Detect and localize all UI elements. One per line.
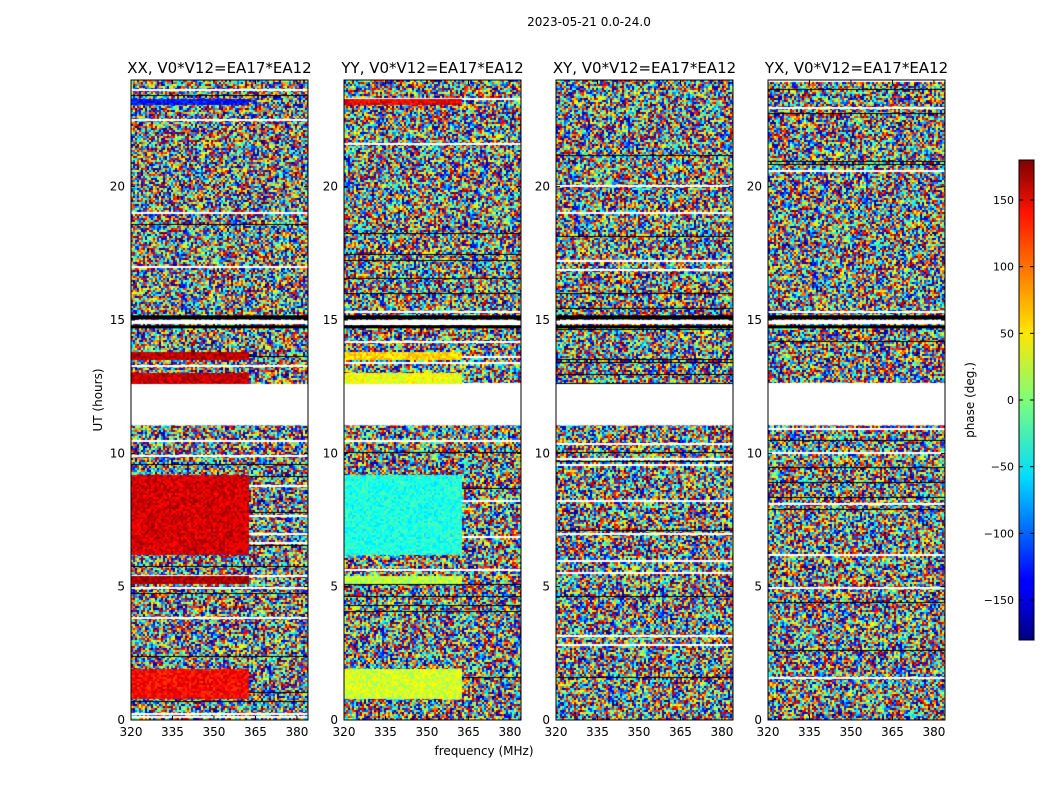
x-tick-label: 365 <box>457 725 480 739</box>
colorbar-tick-label: −100 <box>984 527 1014 540</box>
y-tick-label: 10 <box>747 446 762 460</box>
x-tick-label: 350 <box>203 725 226 739</box>
x-tick-label: 320 <box>333 725 356 739</box>
panel-title: XX, V0*V12=EA17*EA12 <box>127 59 311 77</box>
panel-frame <box>343 79 522 721</box>
y-tick-label: 15 <box>747 313 762 327</box>
x-axis-label: frequency (MHz) <box>434 744 533 758</box>
colorbar-ticks: −150 −100 −50 0 50 100 150 <box>984 194 1034 607</box>
y-tick-label: 0 <box>117 713 125 727</box>
colorbar-tick-label: 0 <box>1007 394 1014 407</box>
flag-edge-bar <box>768 315 945 320</box>
x-tick-label: 320 <box>545 725 568 739</box>
x-tick-label: 320 <box>120 725 143 739</box>
x-tick-label: 335 <box>374 725 397 739</box>
colorbar-tick-label: 150 <box>993 194 1014 207</box>
y-tick-label: 20 <box>323 180 338 194</box>
x-tick-label: 350 <box>840 725 863 739</box>
x-tick-label: 365 <box>244 725 267 739</box>
panel-heatmap-image <box>556 80 733 720</box>
figure-title: 2023-05-21 0.0-24.0 <box>527 15 651 29</box>
x-tick-label: 335 <box>586 725 609 739</box>
x-tick-label: 380 <box>285 725 308 739</box>
colorbar-tick-label: 50 <box>1000 327 1014 340</box>
panel-yy: YY, V0*V12=EA17*EA12 320 335 350 365 380 0 5 10 1… <box>323 59 524 739</box>
panel-xy: XY, V0*V12=EA17*EA12 320 335 350 365 380 0 5 10 1… <box>535 59 736 739</box>
flag-edge-bar <box>556 315 733 320</box>
y-tick-label: 10 <box>110 446 125 460</box>
colorbar-tick-label: −50 <box>991 461 1014 474</box>
panel-title: YY, V0*V12=EA17*EA12 <box>340 59 523 77</box>
panel-yx: YX, V0*V12=EA17*EA12 320 335 350 365 380 0 5 10 1… <box>747 59 948 739</box>
y-tick-label: 0 <box>542 713 550 727</box>
panel-heatmap-image <box>131 80 308 720</box>
x-tick-label: 380 <box>922 725 945 739</box>
panel-frame <box>130 79 309 721</box>
y-tick-label: 10 <box>323 446 338 460</box>
y-tick-label: 10 <box>535 446 550 460</box>
panels-layer: XX, V0*V12=EA17*EA12 320 335 350 365 380 0 5 10 1… <box>110 59 948 739</box>
panel-title: XY, V0*V12=EA17*EA12 <box>553 59 736 77</box>
colorbar-tick-label: −150 <box>984 594 1014 607</box>
x-tick-label: 350 <box>416 725 439 739</box>
y-tick-label: 15 <box>110 313 125 327</box>
panel-frame <box>767 79 946 721</box>
flag-edge-bar <box>131 325 308 329</box>
panel-xx: XX, V0*V12=EA17*EA12 320 335 350 365 380 0 5 10 1… <box>110 59 312 739</box>
y-tick-label: 0 <box>754 713 762 727</box>
colorbar-label: phase (deg.) <box>963 362 977 438</box>
flag-edge-bar <box>768 325 945 329</box>
x-tick-label: 335 <box>798 725 821 739</box>
colorbar: −150 −100 −50 0 50 100 150 <box>984 159 1035 641</box>
y-tick-label: 15 <box>323 313 338 327</box>
flag-edge-bar <box>344 315 521 320</box>
x-tick-label: 320 <box>757 725 780 739</box>
panel-title: YX, V0*V12=EA17*EA12 <box>764 59 948 77</box>
colorbar-tick-label: 100 <box>993 261 1014 274</box>
flag-edge-bar <box>131 315 308 320</box>
y-axis-label: UT (hours) <box>91 368 105 431</box>
y-tick-label: 15 <box>535 313 550 327</box>
y-tick-label: 20 <box>747 180 762 194</box>
y-tick-label: 5 <box>754 580 762 594</box>
x-tick-label: 350 <box>628 725 651 739</box>
panel-frame <box>555 79 734 721</box>
x-tick-label: 365 <box>669 725 692 739</box>
y-tick-label: 5 <box>542 580 550 594</box>
y-tick-label: 20 <box>110 180 125 194</box>
y-tick-label: 5 <box>330 580 338 594</box>
x-tick-label: 380 <box>498 725 521 739</box>
flag-edge-bar <box>344 325 521 329</box>
y-tick-label: 5 <box>117 580 125 594</box>
panel-heatmap-image <box>768 80 945 720</box>
x-tick-label: 365 <box>881 725 904 739</box>
panel-heatmap-image <box>344 80 521 720</box>
y-tick-label: 0 <box>330 713 338 727</box>
x-tick-label: 380 <box>710 725 733 739</box>
x-tick-label: 335 <box>161 725 184 739</box>
y-tick-label: 20 <box>535 180 550 194</box>
flag-edge-bar <box>556 325 733 329</box>
